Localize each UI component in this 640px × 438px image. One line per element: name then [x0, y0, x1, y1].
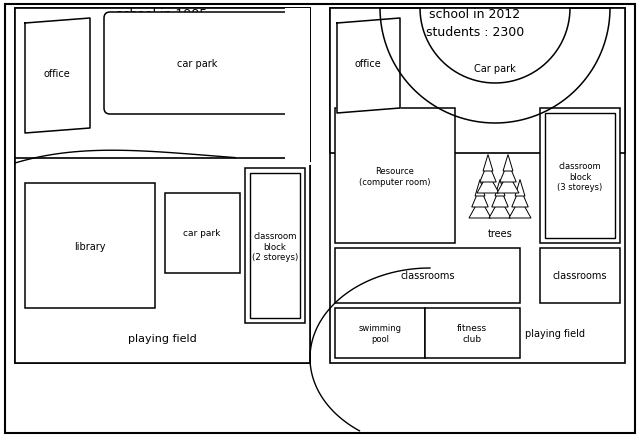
Bar: [25, 184, 155, 308]
Polygon shape: [337, 19, 400, 114]
Text: playing field: playing field: [525, 328, 585, 338]
Polygon shape: [503, 155, 513, 172]
Text: office: office: [355, 59, 381, 69]
Bar: [285, 9, 310, 164]
Bar: [245, 169, 305, 323]
Polygon shape: [515, 180, 525, 197]
Text: classrooms: classrooms: [553, 270, 607, 280]
Text: classrooms: classrooms: [401, 270, 455, 280]
Text: playing field: playing field: [127, 333, 196, 343]
Polygon shape: [509, 199, 531, 219]
Text: car park: car park: [183, 229, 221, 238]
Text: students : 2300: students : 2300: [426, 25, 524, 39]
Polygon shape: [469, 199, 491, 219]
Text: Resource
(computer room): Resource (computer room): [359, 167, 431, 186]
Text: students:1500: students:1500: [117, 25, 207, 39]
FancyBboxPatch shape: [104, 13, 291, 115]
Polygon shape: [497, 174, 519, 194]
Bar: [335, 308, 425, 358]
Bar: [425, 308, 520, 358]
Bar: [250, 173, 300, 318]
Text: classroom
block
(2 storeys): classroom block (2 storeys): [252, 232, 298, 261]
Polygon shape: [475, 180, 485, 197]
Polygon shape: [489, 199, 511, 219]
Bar: [330, 9, 625, 363]
Text: office: office: [44, 69, 70, 79]
Bar: [15, 159, 310, 363]
Bar: [15, 9, 310, 164]
Polygon shape: [25, 19, 90, 134]
Bar: [335, 248, 520, 303]
Text: fitness
club: fitness club: [457, 324, 487, 343]
Text: trees: trees: [488, 229, 513, 238]
Bar: [545, 114, 615, 238]
Bar: [335, 109, 455, 244]
Polygon shape: [480, 163, 496, 183]
Polygon shape: [512, 188, 528, 208]
Bar: [165, 194, 240, 273]
Bar: [540, 109, 620, 244]
Polygon shape: [477, 174, 499, 194]
Text: library: library: [74, 241, 106, 251]
Text: car park: car park: [177, 59, 217, 69]
Polygon shape: [495, 180, 505, 197]
Text: classroom
block
(3 storeys): classroom block (3 storeys): [557, 162, 603, 191]
Text: school in 1985: school in 1985: [116, 7, 207, 21]
Polygon shape: [483, 155, 493, 172]
Polygon shape: [472, 188, 488, 208]
Polygon shape: [500, 163, 516, 183]
Bar: [15, 9, 310, 363]
Bar: [330, 9, 625, 154]
Bar: [540, 248, 620, 303]
Text: swimming
pool: swimming pool: [358, 324, 401, 343]
Text: Car park: Car park: [474, 64, 516, 74]
Polygon shape: [492, 188, 508, 208]
Text: school in 2012: school in 2012: [429, 7, 520, 21]
